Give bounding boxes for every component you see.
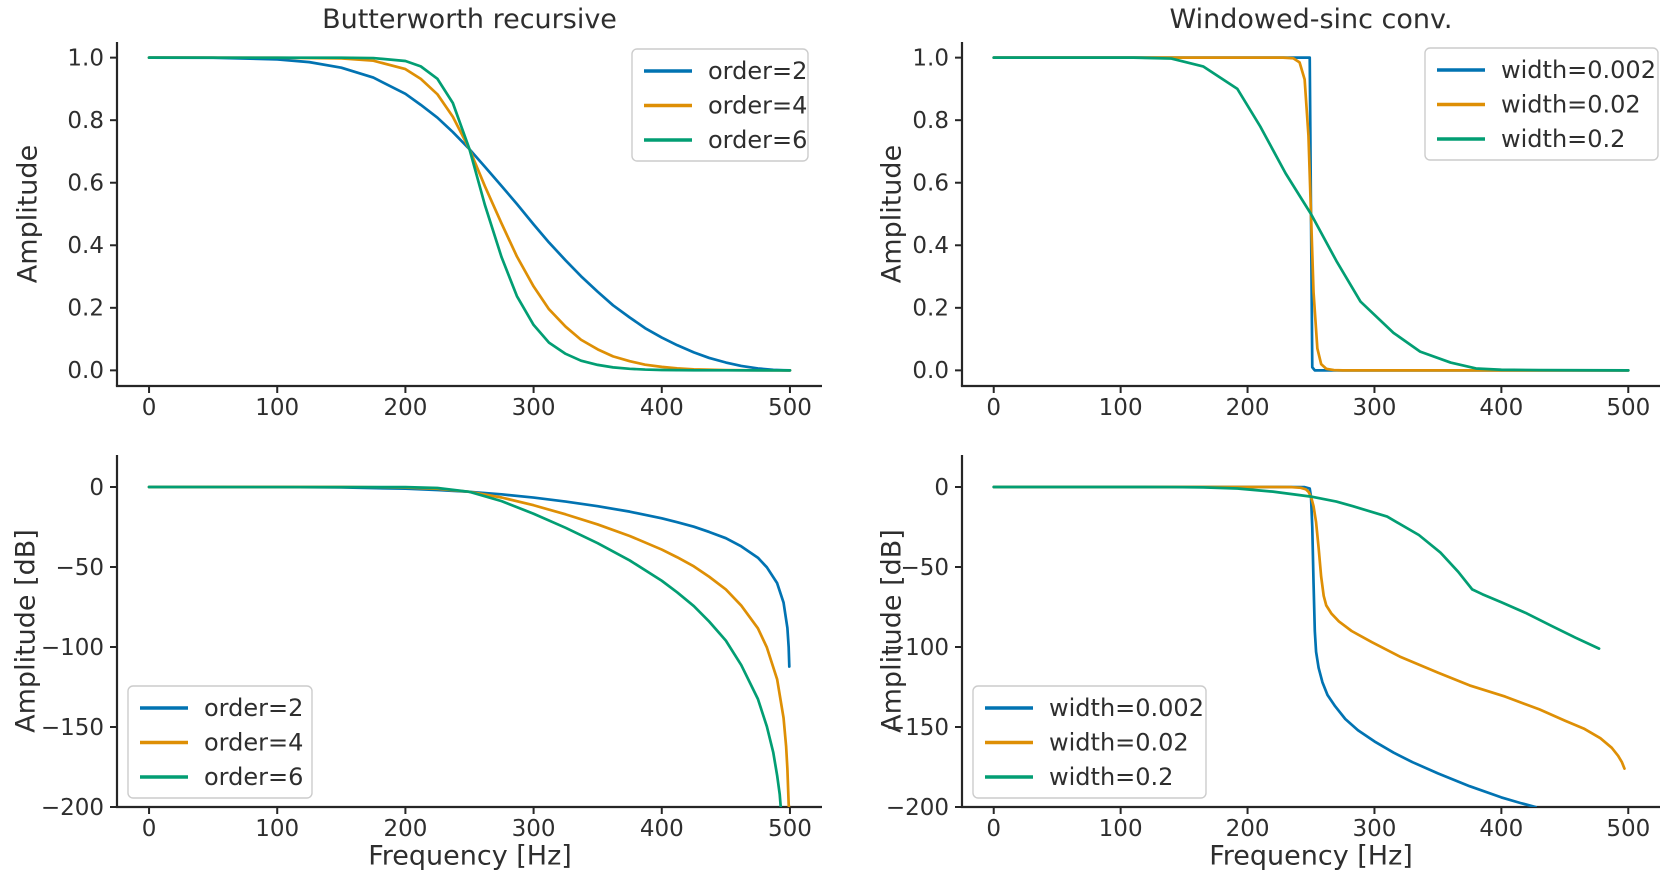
legend-label-order-4: order=4 xyxy=(708,92,807,120)
curve-width-0-02 xyxy=(992,56,1630,372)
y-tick-label: −200 xyxy=(41,795,104,821)
legend-windowed-sinc-amplitude: width=0.002 width=0.02 width=0.2 xyxy=(1424,47,1659,161)
plot-butterworth-db: 0 100 200 300 400 5000−50−100−150−200order=2o… xyxy=(41,455,822,842)
y-axis-label-amplitude-left: Amplitude xyxy=(12,144,44,284)
curve-width-0-2 xyxy=(992,485,1601,650)
y-tick-label: 0.8 xyxy=(67,108,104,134)
plot-windowed-sinc-db: 0 100 200 300 400 500 0 −50 −100 −150 −200 width=0.… xyxy=(886,455,1660,842)
legend-box xyxy=(1424,47,1659,161)
y-tick-label: 0.0 xyxy=(67,358,104,384)
y-tick-label: 0.4 xyxy=(67,233,104,259)
legend-label-width-0-002: width=0.002 xyxy=(1049,694,1204,722)
x-tick-label: 300 xyxy=(1353,395,1397,421)
y-tick-label: 0.8 xyxy=(912,108,949,134)
y-tick-label: 0.2 xyxy=(67,296,104,322)
x-tick-label: 400 xyxy=(640,395,684,421)
legend-box xyxy=(972,685,1207,799)
y-tick-label: 0 xyxy=(89,475,104,501)
y-tick-label: −100 xyxy=(41,635,104,661)
y-tick-label: −50 xyxy=(55,555,104,581)
curve-order-6 xyxy=(147,56,792,372)
y-tick-label: 0.2 xyxy=(912,296,949,322)
y-axis-label-amplitude-right: Amplitude xyxy=(876,144,908,284)
x-tick-label: 100 xyxy=(255,816,299,842)
y-tick-label: 0.4 xyxy=(912,233,949,259)
x-tick-label: 300 xyxy=(512,395,556,421)
curve-width-0-2 xyxy=(992,56,1630,372)
x-tick-label: 500 xyxy=(1606,395,1650,421)
x-tick-label: 400 xyxy=(640,816,684,842)
x-axis-label-frequency-right: Frequency [Hz] xyxy=(1209,840,1413,872)
x-tick-label: 500 xyxy=(1606,816,1650,842)
y-tick-label: 0.6 xyxy=(912,171,949,197)
legend-box xyxy=(631,48,809,162)
plot-title-butterworth: Butterworth recursive xyxy=(322,4,617,35)
x-tick-label: 0 xyxy=(986,816,1001,842)
legend-label-order-2: order=2 xyxy=(204,694,303,722)
x-tick-label: 200 xyxy=(1226,395,1270,421)
plot-butterworth-amplitude: 0 100 200 300 400 500 0.0 0.2 0.4 0.6 0.8 1.0 order=… xyxy=(67,42,822,421)
y-tick-label: −50 xyxy=(900,555,949,581)
legend-label-order-2: order=2 xyxy=(708,57,807,85)
x-tick-label: 400 xyxy=(1479,816,1523,842)
y-tick-label: 1.0 xyxy=(912,45,949,71)
x-tick-label: 200 xyxy=(1226,816,1270,842)
legend-label-width-0-2: width=0.2 xyxy=(1049,763,1173,791)
y-tick-label: 0 xyxy=(934,475,949,501)
legend-butterworth-amplitude: order=2 order=4 order=6 xyxy=(631,48,809,162)
legend-label-width-0-2: width=0.2 xyxy=(1501,125,1625,153)
y-tick-label: −150 xyxy=(886,715,949,741)
x-tick-label: 0 xyxy=(142,395,157,421)
curve-width-0-02 xyxy=(992,485,1626,770)
legend-label-order-6: order=6 xyxy=(708,126,807,154)
x-tick-label: 0 xyxy=(986,395,1001,421)
y-tick-label: 0.0 xyxy=(912,358,949,384)
x-tick-label: 200 xyxy=(383,816,427,842)
legend-butterworth-db: order=2 order=4 order=6 xyxy=(127,685,313,799)
legend-windowed-sinc-db: width=0.002 width=0.02 width=0.2 xyxy=(972,685,1207,799)
x-axis-label-frequency-left: Frequency [Hz] xyxy=(368,840,572,872)
y-tick-label: −200 xyxy=(886,795,949,821)
legend-label-order-6: order=6 xyxy=(204,763,303,791)
x-tick-label: 500 xyxy=(768,395,812,421)
x-tick-label: 300 xyxy=(512,816,556,842)
plot-windowed-sinc-amplitude: 0 100 200 300 400 500 0.0 0.2 0.4 0.6 0.8 1.0 width=… xyxy=(912,42,1660,421)
curve-order-2 xyxy=(147,485,791,668)
y-tick-label: −150 xyxy=(41,715,104,741)
legend-label-order-4: order=4 xyxy=(204,729,303,757)
y-tick-label: 1.0 xyxy=(67,45,104,71)
x-tick-label: 200 xyxy=(383,395,427,421)
plot-title-windowed-sinc: Windowed-sinc conv. xyxy=(1169,4,1453,35)
curve-order-4 xyxy=(147,56,792,372)
legend-label-width-0-02: width=0.02 xyxy=(1049,729,1189,757)
y-axis-label-db-left: Amplitude [dB] xyxy=(10,529,42,733)
x-tick-label: 300 xyxy=(1353,816,1397,842)
y-tick-label: 0.6 xyxy=(67,171,104,197)
x-tick-label: 500 xyxy=(768,816,812,842)
legend-label-width-0-002: width=0.002 xyxy=(1501,56,1656,84)
curve-order-6 xyxy=(147,485,783,807)
y-axis-label-db-right: Amplitude [dB] xyxy=(876,529,908,733)
x-tick-label: 400 xyxy=(1479,395,1523,421)
x-tick-label: 100 xyxy=(255,395,299,421)
x-tick-label: 100 xyxy=(1099,816,1143,842)
legend-label-width-0-02: width=0.02 xyxy=(1501,91,1641,119)
y-tick-label: −100 xyxy=(886,635,949,661)
x-tick-label: 0 xyxy=(142,816,157,842)
curve-order-2 xyxy=(147,56,792,372)
legend-box xyxy=(127,685,313,799)
x-tick-label: 100 xyxy=(1099,395,1143,421)
